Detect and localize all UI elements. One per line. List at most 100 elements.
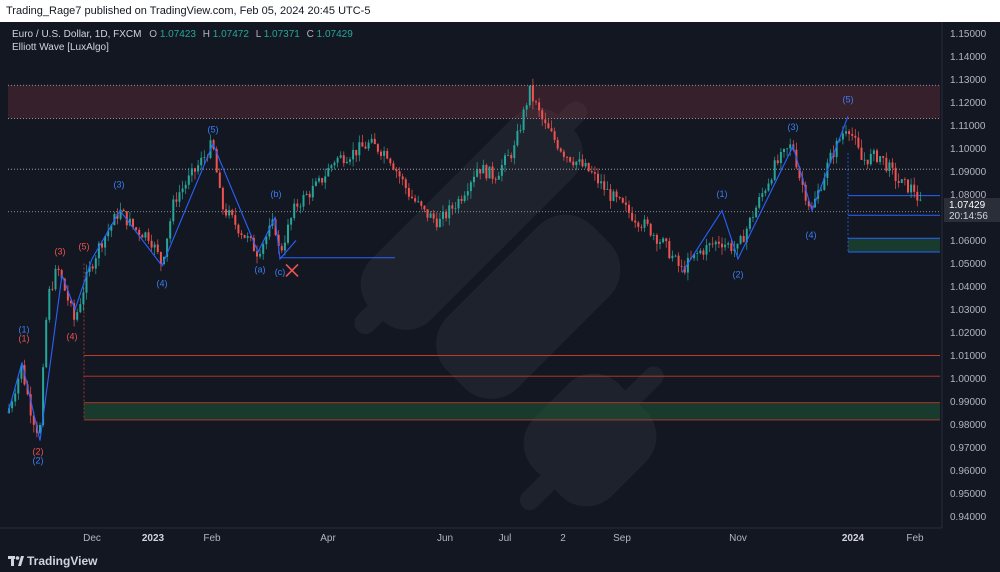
candle-body xyxy=(451,205,454,209)
candle-body xyxy=(869,153,872,165)
candle xyxy=(82,286,85,312)
candle-body xyxy=(215,149,218,173)
candle-body xyxy=(717,241,720,244)
candle-body xyxy=(411,196,413,199)
price-zone xyxy=(848,238,940,252)
candle xyxy=(652,232,655,241)
candle xyxy=(181,180,184,200)
candle-body xyxy=(736,243,739,249)
candle-body xyxy=(355,149,358,156)
candle-body xyxy=(11,401,14,409)
candle xyxy=(442,205,444,227)
candle xyxy=(674,254,677,258)
candle-body xyxy=(57,268,60,270)
candle xyxy=(761,187,764,202)
wave-label: (3) xyxy=(788,122,799,132)
candle xyxy=(562,149,565,161)
candle-body xyxy=(417,201,420,203)
candle xyxy=(693,253,696,262)
candle xyxy=(764,188,767,197)
candle xyxy=(29,386,32,424)
candle xyxy=(879,155,882,165)
tradingview-brand[interactable]: TradingView xyxy=(27,554,98,568)
candle-body xyxy=(742,236,745,243)
candle-body xyxy=(919,199,922,201)
price-tick-label: 1.02000 xyxy=(950,328,987,339)
price-axis[interactable]: 1.15000 1.14000 1.13000 1.12000 1.11000 1.100… xyxy=(941,22,987,528)
candle xyxy=(910,178,913,198)
candle-body xyxy=(352,149,355,160)
candle-body xyxy=(693,254,696,259)
candle xyxy=(45,317,48,369)
indicator-name[interactable]: Elliott Wave [LuxAlgo] xyxy=(12,42,109,53)
candle-body xyxy=(370,138,373,143)
candle-body xyxy=(851,134,854,136)
candle-body xyxy=(612,191,615,201)
candle-body xyxy=(63,278,66,291)
candle-body xyxy=(829,152,832,163)
ohlc-close-label: C xyxy=(307,29,314,40)
time-axis[interactable]: Dec 2023 Feb Apr Jun Jul 2 Sep Nov 2024 Feb xyxy=(0,527,942,544)
symbol-title: Euro / U.S. Dollar, 1D, FXCM O 1.07423 H… xyxy=(12,29,353,40)
candle-body xyxy=(721,243,723,248)
candle xyxy=(767,178,770,192)
candle-body xyxy=(299,206,302,208)
candle xyxy=(730,239,733,255)
candle-body xyxy=(835,140,838,158)
candle-body xyxy=(107,230,110,237)
candle-body xyxy=(156,244,159,252)
candle-body xyxy=(575,161,578,166)
candle-body xyxy=(327,167,330,177)
candle-body xyxy=(631,212,634,221)
candle-body xyxy=(423,205,426,210)
candle-body xyxy=(144,232,147,238)
candle-body xyxy=(197,165,200,172)
publish-bar: Trading_Rage7 published on TradingView.c… xyxy=(0,0,1000,22)
candle xyxy=(519,124,522,134)
horizontal-levels xyxy=(8,84,940,421)
candle xyxy=(823,172,826,191)
candle xyxy=(724,238,727,251)
candle-body xyxy=(888,162,891,172)
candle xyxy=(621,197,624,204)
time-tick-label: Jul xyxy=(499,533,512,544)
candle-body xyxy=(891,162,894,168)
candle xyxy=(460,195,463,205)
candle-body xyxy=(305,193,308,195)
candle xyxy=(345,156,348,164)
candle xyxy=(246,232,249,243)
candle xyxy=(293,198,296,221)
candle-body xyxy=(469,182,472,192)
candle-body xyxy=(125,211,128,226)
candle xyxy=(166,238,169,262)
candle xyxy=(451,202,454,215)
price-tick-label: 1.06000 xyxy=(950,236,987,247)
candle-body xyxy=(615,191,618,198)
candle xyxy=(857,131,860,150)
candle xyxy=(373,133,376,145)
candle-body xyxy=(491,166,494,179)
candle xyxy=(665,237,668,248)
candle-body xyxy=(203,157,206,159)
candle xyxy=(342,151,345,167)
candle-body xyxy=(748,217,751,229)
candle xyxy=(432,209,435,224)
candle-body xyxy=(857,137,860,148)
candle-body xyxy=(367,142,370,149)
candle xyxy=(11,397,14,413)
wave-label: (c) xyxy=(275,267,286,277)
candle xyxy=(296,199,299,212)
candle xyxy=(615,189,618,203)
candle-body xyxy=(525,105,528,110)
candle-body xyxy=(169,221,172,239)
price-tick-label: 0.97000 xyxy=(950,443,987,454)
candle-body xyxy=(513,145,516,159)
candle xyxy=(696,250,699,261)
price-chart[interactable]: (1)(1)(2)(2)(3)(4)(5)(3)(4)(5)(b)(a) (c)(… xyxy=(0,22,1000,550)
candle xyxy=(457,196,460,214)
candle-body xyxy=(274,219,277,235)
candle-body xyxy=(597,173,599,184)
candle-body xyxy=(770,179,773,184)
candle xyxy=(668,237,671,260)
candle-body xyxy=(643,219,646,228)
